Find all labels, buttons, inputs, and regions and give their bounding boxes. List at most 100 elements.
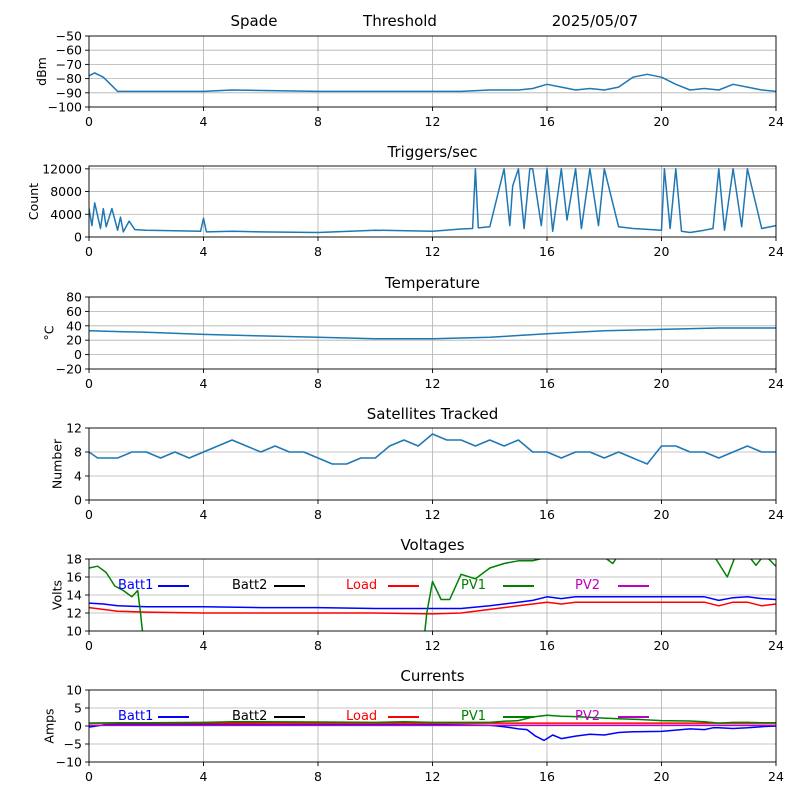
y-tick-label: 12: [66, 421, 82, 436]
x-tick-label: 20: [654, 507, 670, 522]
x-tick-label: 8: [314, 376, 322, 391]
x-tick-label: 4: [200, 114, 208, 129]
legend-label-batt2: Batt2: [232, 709, 267, 724]
series-line-load: [89, 601, 776, 615]
panel-title: Temperature: [384, 274, 480, 292]
y-tick-label: 8000: [50, 184, 82, 199]
x-tick-label: 16: [539, 244, 555, 259]
x-tick-label: 16: [539, 507, 555, 522]
series-line-pv1: [89, 559, 776, 631]
y-tick-label: 8: [74, 445, 82, 460]
y-tick-label: 4000: [50, 207, 82, 222]
x-tick-label: 12: [425, 507, 441, 522]
y-tick-label: 18: [66, 552, 82, 567]
x-tick-label: 12: [425, 114, 441, 129]
x-tick-label: 12: [425, 244, 441, 259]
x-tick-label: 16: [539, 114, 555, 129]
series-line-temperature: [89, 327, 776, 340]
panel-triggers: 0 4 8 12 16 20 24 0 4000 8000 12000 Triggers/sec Cou…: [26, 143, 784, 259]
y-axis-label: Volts: [49, 580, 64, 610]
legend-label-load: Load: [346, 709, 377, 724]
x-tick-label: 8: [314, 114, 322, 129]
x-tick-label: 20: [654, 244, 670, 259]
panel-satellites: 0 4 8 12 16 20 24 0 4 8 12 Satellites Tracked Number: [49, 405, 784, 522]
y-axis-label: Amps: [42, 708, 57, 743]
x-tick-label: 24: [768, 376, 784, 391]
x-tick-label: 24: [768, 114, 784, 129]
y-axis-label: °C: [42, 325, 57, 340]
legend: Batt1 Batt2 Load PV1 PV2: [118, 709, 649, 724]
x-tick-label: 0: [85, 769, 93, 784]
y-tick-label: 4: [74, 469, 82, 484]
x-tick-label: 20: [654, 638, 670, 653]
legend-label-batt2: Batt2: [232, 578, 267, 593]
series-line-triggers: [89, 168, 776, 234]
x-tick-label: 4: [200, 638, 208, 653]
y-tick-label: −5: [64, 737, 82, 752]
x-tick-label: 8: [314, 769, 322, 784]
y-tick-label: −10: [56, 755, 82, 770]
panel-title: Currents: [400, 667, 464, 685]
x-tick-label: 0: [85, 638, 93, 653]
y-tick-label: 20: [66, 333, 82, 348]
x-tick-label: 12: [425, 376, 441, 391]
y-tick-label: 0: [74, 719, 82, 734]
y-tick-label: 0: [74, 230, 82, 245]
legend-label-pv1: PV1: [461, 709, 486, 724]
x-tick-label: 16: [539, 769, 555, 784]
y-tick-label: 60: [66, 304, 82, 319]
x-tick-label: 24: [768, 507, 784, 522]
y-tick-label: −70: [56, 57, 82, 72]
x-tick-label: 24: [768, 244, 784, 259]
y-tick-label: 12: [66, 606, 82, 621]
y-axis-label: dBm: [34, 57, 49, 86]
x-tick-label: 4: [200, 769, 208, 784]
series-line-signal: [89, 72, 776, 93]
x-tick-label: 16: [539, 376, 555, 391]
x-tick-label: 0: [85, 507, 93, 522]
y-tick-label: 14: [66, 588, 82, 603]
x-tick-label: 16: [539, 638, 555, 653]
y-axis-label: Number: [49, 438, 64, 489]
y-tick-label: 40: [66, 318, 82, 333]
x-tick-label: 20: [654, 114, 670, 129]
y-tick-label: 0: [74, 493, 82, 508]
y-tick-label: −100: [48, 100, 82, 115]
legend-label-pv2: PV2: [575, 709, 600, 724]
header-date: 2025/05/07: [552, 12, 638, 30]
header-mode: Threshold: [362, 12, 437, 30]
x-tick-label: 0: [85, 114, 93, 129]
y-tick-label: −80: [56, 71, 82, 86]
x-tick-label: 0: [85, 244, 93, 259]
x-tick-label: 8: [314, 244, 322, 259]
y-axis-label: Count: [26, 183, 41, 220]
series-line-pv1: [89, 714, 776, 724]
legend: Batt1 Batt2 Load PV1 PV2: [118, 578, 649, 593]
legend-label-batt1: Batt1: [118, 578, 153, 593]
x-tick-label: 12: [425, 638, 441, 653]
panel-title: Voltages: [400, 536, 464, 554]
x-tick-label: 24: [768, 769, 784, 784]
x-tick-label: 20: [654, 769, 670, 784]
y-tick-label: 80: [66, 290, 82, 305]
y-tick-label: −90: [56, 85, 82, 100]
y-tick-label: 5: [74, 701, 82, 716]
legend-label-batt1: Batt1: [118, 709, 153, 724]
x-tick-label: 4: [200, 376, 208, 391]
y-tick-label: 12000: [42, 161, 82, 176]
panel-signal: 0 4 8 12 16 20 24 −100−90−80−70−60−50 dBm: [34, 29, 784, 130]
x-tick-label: 20: [654, 376, 670, 391]
x-tick-label: 4: [200, 244, 208, 259]
y-tick-label: −50: [56, 29, 82, 44]
x-tick-label: 0: [85, 376, 93, 391]
x-tick-label: 4: [200, 507, 208, 522]
x-tick-label: 24: [768, 638, 784, 653]
y-tick-label: 10: [66, 683, 82, 698]
y-tick-label: 10: [66, 624, 82, 639]
x-tick-label: 8: [314, 507, 322, 522]
series-line-batt1: [89, 596, 776, 610]
